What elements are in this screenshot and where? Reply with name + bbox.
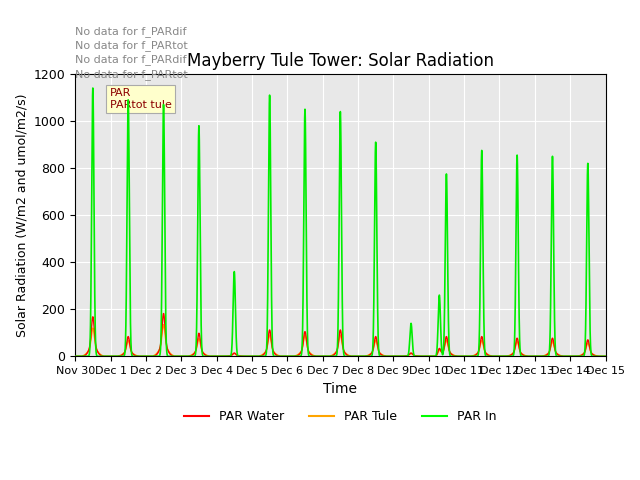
Text: PAR
PARtot tule: PAR PARtot tule bbox=[109, 88, 172, 109]
Legend: PAR Water, PAR Tule, PAR In: PAR Water, PAR Tule, PAR In bbox=[179, 405, 502, 428]
Y-axis label: Solar Radiation (W/m2 and umol/m2/s): Solar Radiation (W/m2 and umol/m2/s) bbox=[15, 94, 28, 337]
Text: No data for f_PARdif: No data for f_PARdif bbox=[75, 55, 187, 65]
Title: Mayberry Tule Tower: Solar Radiation: Mayberry Tule Tower: Solar Radiation bbox=[187, 52, 494, 70]
Text: No data for f_PARtot: No data for f_PARtot bbox=[75, 69, 188, 80]
X-axis label: Time: Time bbox=[323, 382, 357, 396]
Text: No data for f_PARdif: No data for f_PARdif bbox=[75, 26, 187, 37]
Text: No data for f_PARtot: No data for f_PARtot bbox=[75, 40, 188, 51]
